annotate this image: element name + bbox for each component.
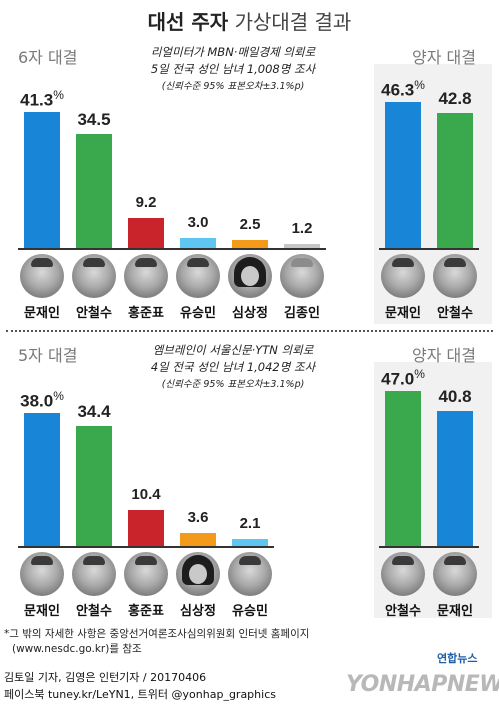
candidate-name: 홍준표	[128, 306, 164, 321]
footnote-line1: *그 밖의 자세한 사항은 중앙선거여론조사심의위원회 인터넷 홈페이지	[4, 628, 310, 640]
candidate-name: 유승민	[232, 604, 268, 619]
credit-line1: 김토일 기자, 김영은 인턴기자 / 20170406	[4, 671, 207, 684]
value-label: 34.4	[77, 401, 111, 421]
survey-note-line: 4일 전국 성인 남녀 1,042명 조사	[150, 360, 316, 374]
value-label: 38.0%	[20, 389, 64, 411]
survey-note-margin: (신뢰수준 95% 표본오차±3.1%p)	[161, 379, 305, 390]
portrait-문재인	[433, 552, 477, 596]
survey-note-0: 리얼미터가 MBN·매일경제 의뢰로 5일 전국 성인 남녀 1,008명 조사 (…	[128, 44, 338, 95]
bar-심상정	[232, 239, 268, 248]
candidate-name: 안철수	[76, 306, 112, 321]
baseline-3	[379, 546, 479, 548]
portrait-유승민	[176, 254, 220, 298]
baseline-1	[379, 248, 479, 250]
candidate-name: 안철수	[385, 604, 421, 619]
footnote-line2: (www.nesdc.go.kr)를 참조	[12, 643, 142, 655]
value-label: 3.6	[187, 509, 209, 527]
yonhap-logo: 연합뉴스	[437, 652, 478, 665]
value-label: 47.0%	[381, 367, 425, 389]
value-label: 2.5	[239, 215, 261, 233]
portrait-심상정	[176, 552, 220, 596]
bar-홍준표	[128, 217, 164, 248]
survey-note-line: 5일 전국 성인 남녀 1,008명 조사	[150, 62, 316, 76]
bar-문재인	[385, 102, 421, 248]
value-unit: %	[53, 88, 64, 102]
credit-line2: 페이스북 tuney.kr/LeYN1, 트위터 @yonhap_graphic…	[4, 688, 276, 701]
candidate-name: 안철수	[437, 306, 473, 321]
title-light: 가상대결 결과	[234, 10, 352, 34]
bar-안철수	[76, 134, 112, 248]
chart-label-3: 양자 대결	[412, 346, 476, 365]
bar-김종인	[284, 244, 320, 248]
value-unit: %	[53, 389, 64, 403]
value-label: 2.1	[239, 514, 261, 532]
bar-문재인	[24, 413, 60, 546]
bar-안철수	[385, 391, 421, 546]
baseline-2	[18, 546, 274, 548]
value-label: 41.3%	[20, 88, 64, 110]
candidate-name: 심상정	[180, 604, 216, 619]
title-bold: 대선 주자	[147, 10, 229, 34]
value-label: 40.8	[438, 387, 472, 407]
watermark: YONHAPNEWS	[346, 672, 499, 697]
portrait-문재인	[381, 254, 425, 298]
chart-label-2: 5자 대결	[18, 346, 78, 365]
survey-note-line: 리얼미터가 MBN·매일경제 의뢰로	[150, 45, 316, 59]
value-label: 46.3%	[381, 78, 425, 100]
portrait-안철수	[433, 254, 477, 298]
portrait-홍준표	[124, 552, 168, 596]
value-label: 10.4	[131, 485, 161, 503]
baseline-0	[18, 248, 326, 250]
survey-note-margin: (신뢰수준 95% 표본오차±3.1%p)	[161, 81, 305, 92]
chart-label-1: 양자 대결	[412, 48, 476, 67]
candidate-name: 문재인	[24, 604, 60, 619]
value-label: 1.2	[291, 220, 313, 238]
bar-안철수	[76, 425, 112, 546]
value-unit: %	[414, 78, 425, 92]
candidate-name: 문재인	[24, 306, 60, 321]
candidate-name: 문재인	[385, 306, 421, 321]
value-label: 3.0	[187, 214, 209, 232]
portrait-안철수	[72, 254, 116, 298]
candidate-name: 김종인	[284, 306, 320, 321]
value-label: 34.5	[77, 110, 111, 130]
bar-문재인	[24, 112, 60, 248]
portrait-안철수	[72, 552, 116, 596]
portrait-유승민	[228, 552, 272, 596]
value-label: 9.2	[135, 193, 157, 211]
portrait-김종인	[280, 254, 324, 298]
candidate-name: 홍준표	[128, 604, 164, 619]
bar-유승민	[232, 538, 268, 546]
bar-문재인	[437, 411, 473, 546]
portrait-문재인	[20, 254, 64, 298]
page-title: 대선 주자 가상대결 결과	[0, 6, 499, 35]
section-divider	[6, 330, 493, 332]
survey-note-2: 엠브레인이 서울신문·YTN 의뢰로 4일 전국 성인 남녀 1,042명 조사 (…	[128, 342, 338, 393]
chart-label-0: 6자 대결	[18, 48, 78, 67]
candidate-name: 유승민	[180, 306, 216, 321]
portrait-문재인	[20, 552, 64, 596]
bar-유승민	[180, 238, 216, 248]
value-unit: %	[414, 367, 425, 381]
bar-심상정	[180, 533, 216, 546]
candidate-name: 심상정	[232, 306, 268, 321]
portrait-심상정	[228, 254, 272, 298]
portrait-홍준표	[124, 254, 168, 298]
value-label: 42.8	[438, 89, 472, 109]
candidate-name: 문재인	[437, 604, 473, 619]
bar-홍준표	[128, 509, 164, 546]
bar-안철수	[437, 113, 473, 248]
survey-note-line: 엠브레인이 서울신문·YTN 의뢰로	[152, 343, 314, 357]
portrait-안철수	[381, 552, 425, 596]
candidate-name: 안철수	[76, 604, 112, 619]
